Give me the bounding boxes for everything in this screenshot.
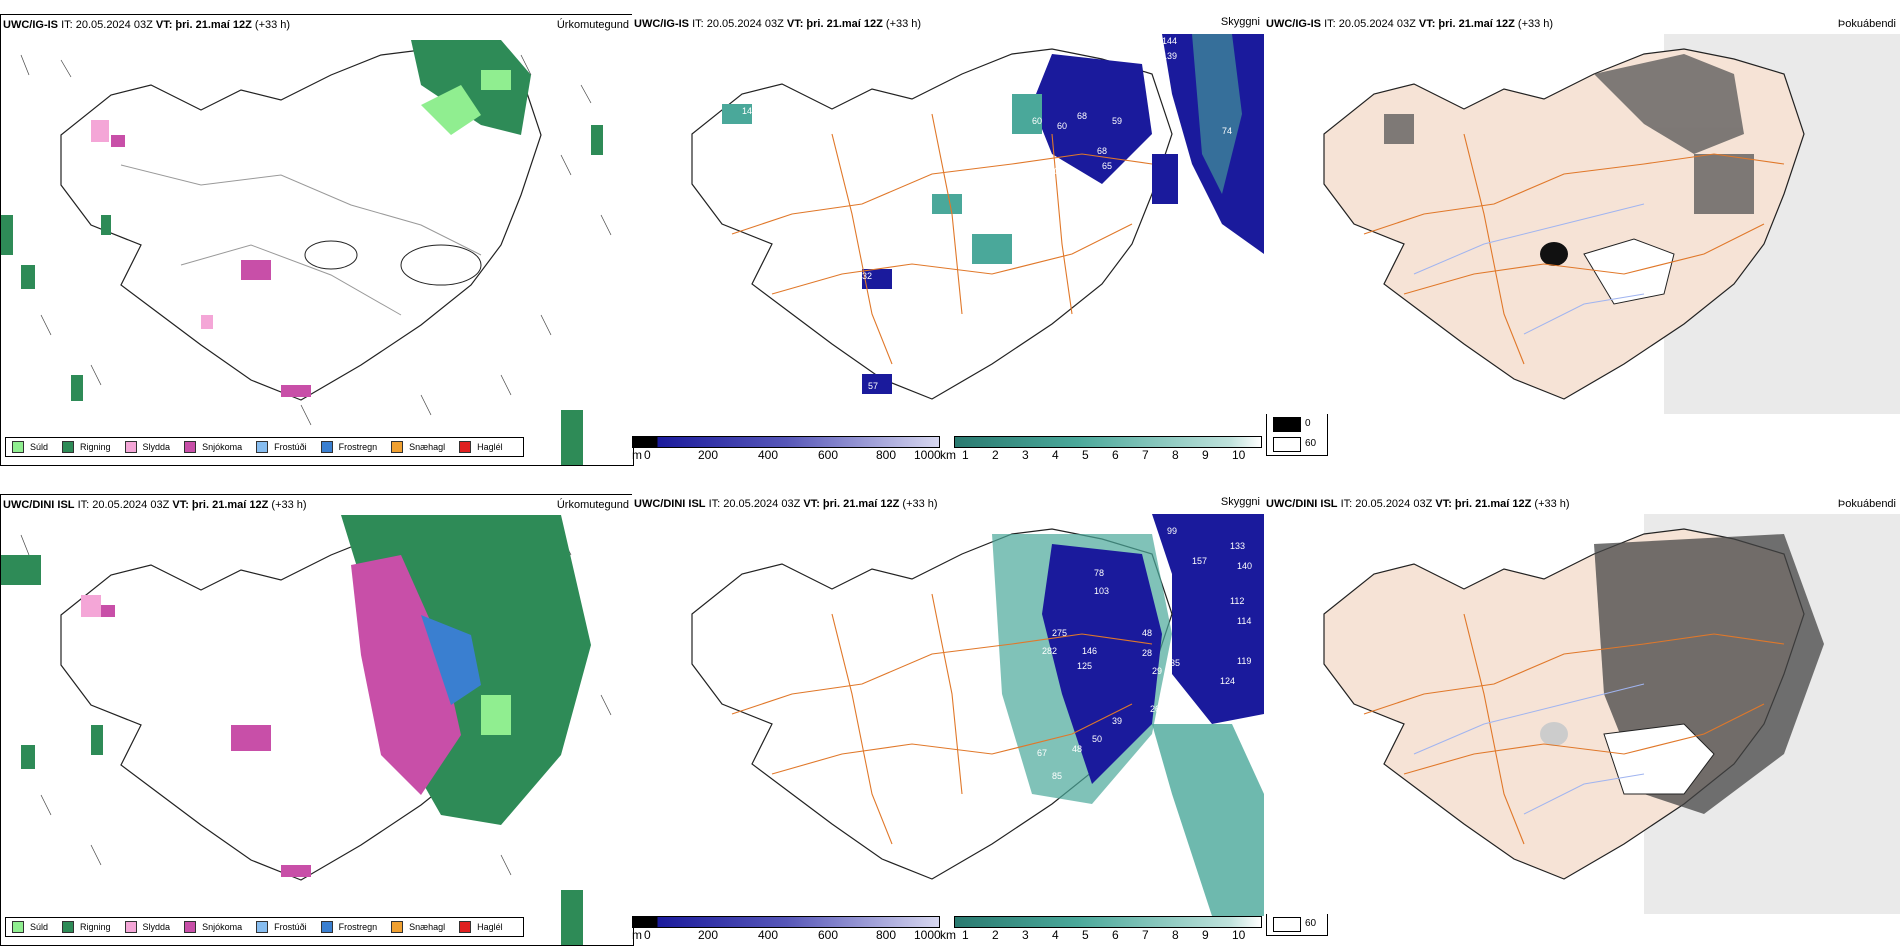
legend-item: Súld	[12, 921, 48, 933]
legend-item: Snjókoma	[184, 441, 242, 453]
svg-text:133: 133	[1230, 541, 1245, 551]
precip-title-1: Úrkomutegund	[556, 19, 629, 31]
svg-text:67: 67	[1037, 748, 1047, 758]
ceiling-title-1: Skyggni	[1220, 16, 1260, 28]
svg-text:114: 114	[1237, 616, 1251, 626]
legend-item: Rigning	[62, 441, 111, 453]
header-row2-ceiling: UWC/DINI ISL IT: 20.05.2024 03Z VT: þri.…	[634, 498, 938, 510]
svg-text:60: 60	[1057, 121, 1067, 131]
svg-text:61: 61	[1162, 216, 1172, 226]
header-row2-precip: UWC/DINI ISL IT: 20.05.2024 03Z VT: þri.…	[3, 499, 307, 511]
ceiling-map-panel-2: 107 458 125 126 99 133 140 157 112 114 1…	[632, 494, 1264, 916]
svg-text:126: 126	[1127, 518, 1142, 528]
ceiling-colorbar	[632, 916, 940, 928]
svg-text:146: 146	[1082, 646, 1097, 656]
legend-item: Snæhagl	[391, 921, 445, 933]
svg-text:103: 103	[1094, 586, 1109, 596]
svg-text:125: 125	[1087, 521, 1102, 531]
legend-item: Rigning	[62, 921, 111, 933]
legend-item: Slydda	[124, 441, 170, 453]
svg-text:29: 29	[1152, 666, 1162, 676]
legend-item: Súld	[12, 441, 48, 453]
svg-text:60: 60	[1032, 116, 1042, 126]
svg-text:50: 50	[1092, 734, 1102, 744]
ceiling-map-1: 144 139 74 68 60 59 68 65 112 61 130 140…	[691, 34, 1264, 400]
svg-text:112: 112	[1122, 161, 1136, 171]
svg-text:124: 124	[1220, 676, 1235, 686]
svg-text:28: 28	[1142, 648, 1152, 658]
svg-text:26: 26	[1150, 704, 1160, 714]
header-row1-ceiling: UWC/IG-IS IT: 20.05.2024 03Z VT: þri. 21…	[634, 18, 922, 30]
scale-bar-row2: m 0 200 400 600 800 1000 km 1 2 3 4 5 6 …	[632, 916, 1262, 942]
svg-text:140: 140	[742, 106, 757, 116]
svg-text:57: 57	[868, 381, 878, 391]
ceiling-colorbar	[632, 436, 940, 448]
svg-text:85: 85	[1052, 771, 1062, 781]
fog-title-2: Þokuábendi	[1837, 498, 1896, 510]
svg-text:35: 35	[1170, 658, 1180, 668]
svg-text:78: 78	[1094, 568, 1104, 578]
svg-text:125: 125	[1077, 661, 1092, 671]
legend-item: Snjókoma	[184, 921, 242, 933]
precip-title-2: Úrkomutegund	[556, 499, 629, 511]
ceiling-map-2: 107 458 125 126 99 133 140 157 112 114 1…	[691, 500, 1264, 916]
fog-key-swatch	[1273, 917, 1301, 932]
legend-item: Haglél	[459, 441, 503, 453]
svg-text:48: 48	[1072, 744, 1082, 754]
precip-map-panel-1: UWC/IG-IS IT: 20.05.2024 03Z VT: þri. 21…	[0, 14, 634, 466]
header-row1-fog: UWC/IG-IS IT: 20.05.2024 03Z VT: þri. 21…	[1266, 18, 1554, 30]
legend-item: Frostregn	[320, 921, 377, 933]
ceiling-labels-1: 144 139 74 68 60 59 68 65 112 61 130 140…	[742, 36, 1232, 391]
svg-text:144: 144	[1162, 36, 1177, 46]
visibility-colorbar	[954, 436, 1262, 448]
scale-bar-row1: m 0 200 400 600 800 1000 km 1 2 3 4 5 6 …	[632, 436, 1262, 462]
legend-item: Frostúði	[256, 441, 307, 453]
svg-text:130: 130	[1044, 166, 1059, 176]
svg-text:48: 48	[1142, 628, 1152, 638]
svg-text:140: 140	[1237, 561, 1252, 571]
svg-text:107: 107	[1212, 500, 1227, 510]
svg-text:39: 39	[1112, 716, 1122, 726]
svg-text:99: 99	[1167, 526, 1177, 536]
legend-item: Haglél	[459, 921, 503, 933]
header-row1-precip: UWC/IG-IS IT: 20.05.2024 03Z VT: þri. 21…	[3, 19, 291, 31]
legend-item: Snæhagl	[391, 441, 445, 453]
fog-map-1	[1323, 34, 1900, 414]
svg-text:139: 139	[1162, 51, 1177, 61]
header-row2-fog: UWC/DINI ISL IT: 20.05.2024 03Z VT: þri.…	[1266, 498, 1570, 510]
fog-key-swatch	[1273, 417, 1301, 432]
svg-text:65: 65	[1102, 161, 1112, 171]
svg-text:119: 119	[1237, 656, 1251, 666]
svg-text:282: 282	[1042, 646, 1057, 656]
precip-map-2	[1, 515, 612, 945]
svg-text:32: 32	[862, 271, 872, 281]
svg-text:68: 68	[1097, 146, 1107, 156]
svg-text:74: 74	[1222, 126, 1232, 136]
ceiling-labels-2: 107 458 125 126 99 133 140 157 112 114 1…	[1024, 500, 1252, 781]
precip-legend-2: Súld Rigning Slydda Snjókoma Frostúði Fr…	[5, 917, 524, 937]
visibility-colorbar	[954, 916, 1262, 928]
legend-item: Frostúði	[256, 921, 307, 933]
legend-item: Slydda	[124, 921, 170, 933]
svg-text:112: 112	[1230, 596, 1244, 606]
fog-map-panel-2: UWC/DINI ISL IT: 20.05.2024 03Z VT: þri.…	[1264, 494, 1900, 914]
fog-map-2	[1323, 514, 1900, 914]
svg-text:59: 59	[1112, 116, 1122, 126]
svg-text:458: 458	[1024, 518, 1039, 528]
precip-legend-1: Súld Rigning Slydda Snjókoma Frostúði Fr…	[5, 437, 524, 457]
precip-map-1	[1, 40, 612, 465]
fog-key-1: 0 60	[1266, 410, 1328, 456]
svg-text:68: 68	[1077, 111, 1087, 121]
fog-title-1: Þokuábendi	[1837, 18, 1896, 30]
svg-text:157: 157	[1192, 556, 1207, 566]
precip-map-panel-2: UWC/DINI ISL IT: 20.05.2024 03Z VT: þri.…	[0, 494, 634, 946]
legend-item: Frostregn	[320, 441, 377, 453]
fog-key-swatch	[1273, 437, 1301, 452]
ceiling-title-2: Skyggni	[1220, 496, 1260, 508]
ceiling-map-panel-1: 144 139 74 68 60 59 68 65 112 61 130 140…	[632, 14, 1264, 436]
fog-map-panel-1: UWC/IG-IS IT: 20.05.2024 03Z VT: þri. 21…	[1264, 14, 1900, 414]
svg-text:275: 275	[1052, 628, 1067, 638]
